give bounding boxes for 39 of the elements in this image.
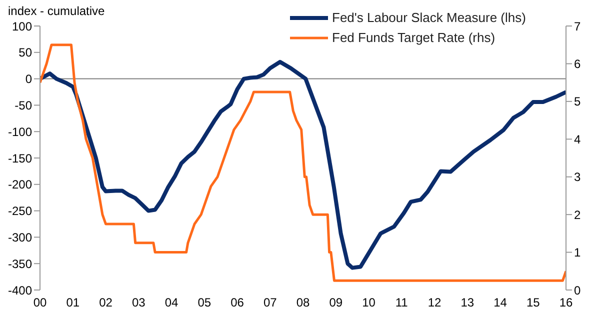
- y-tick-label: -300: [8, 230, 32, 244]
- y2-tick-label: 0: [574, 283, 581, 298]
- y-tick-label: -200: [8, 178, 32, 192]
- y-tick-label: -250: [8, 204, 32, 218]
- y2-tick-label: 3: [574, 170, 581, 184]
- x-tick-label: 00: [33, 296, 47, 310]
- y-tick-label: -150: [8, 151, 32, 166]
- x-tick-label: 14: [494, 296, 508, 310]
- y-tick-label: -100: [8, 124, 32, 139]
- y2-tick-label: 4: [574, 132, 581, 146]
- legend-label: Fed Funds Target Rate (rhs): [332, 29, 496, 47]
- y2-tick-label: 6: [574, 56, 581, 71]
- x-tick-label: 05: [198, 296, 212, 310]
- x-tick-label: 01: [66, 296, 80, 310]
- y-tick-label: -50: [14, 98, 32, 112]
- x-tick-label: 10: [362, 296, 376, 310]
- x-tick-label: 16: [559, 296, 573, 310]
- y-tick-label: -350: [8, 256, 32, 271]
- y-tick-label: 0: [25, 72, 32, 86]
- x-tick-label: 09: [329, 296, 343, 310]
- x-tick-label: 08: [296, 296, 310, 310]
- x-tick-label: 04: [164, 296, 178, 310]
- y-axis-title: index - cumulative: [8, 4, 105, 18]
- legend-label: Fed's Labour Slack Measure (lhs): [332, 9, 526, 27]
- y-tick-label: -400: [8, 283, 32, 298]
- x-tick-label: 11: [395, 296, 408, 310]
- x-tick-label: 15: [526, 296, 540, 310]
- x-tick-label: 03: [132, 296, 146, 310]
- y2-tick-label: 5: [574, 94, 581, 109]
- x-tick-label: 12: [428, 296, 442, 310]
- y2-tick-label: 7: [574, 19, 581, 34]
- x-tick-label: 06: [230, 296, 244, 310]
- y2-tick-label: 1: [574, 246, 581, 260]
- x-tick-label: 13: [460, 296, 474, 310]
- x-tick-label: 02: [99, 296, 113, 310]
- y-tick-label: 100: [12, 19, 32, 34]
- x-tick-label: 07: [263, 296, 278, 310]
- y-tick-label: 50: [18, 46, 32, 60]
- y2-tick-label: 2: [574, 208, 581, 222]
